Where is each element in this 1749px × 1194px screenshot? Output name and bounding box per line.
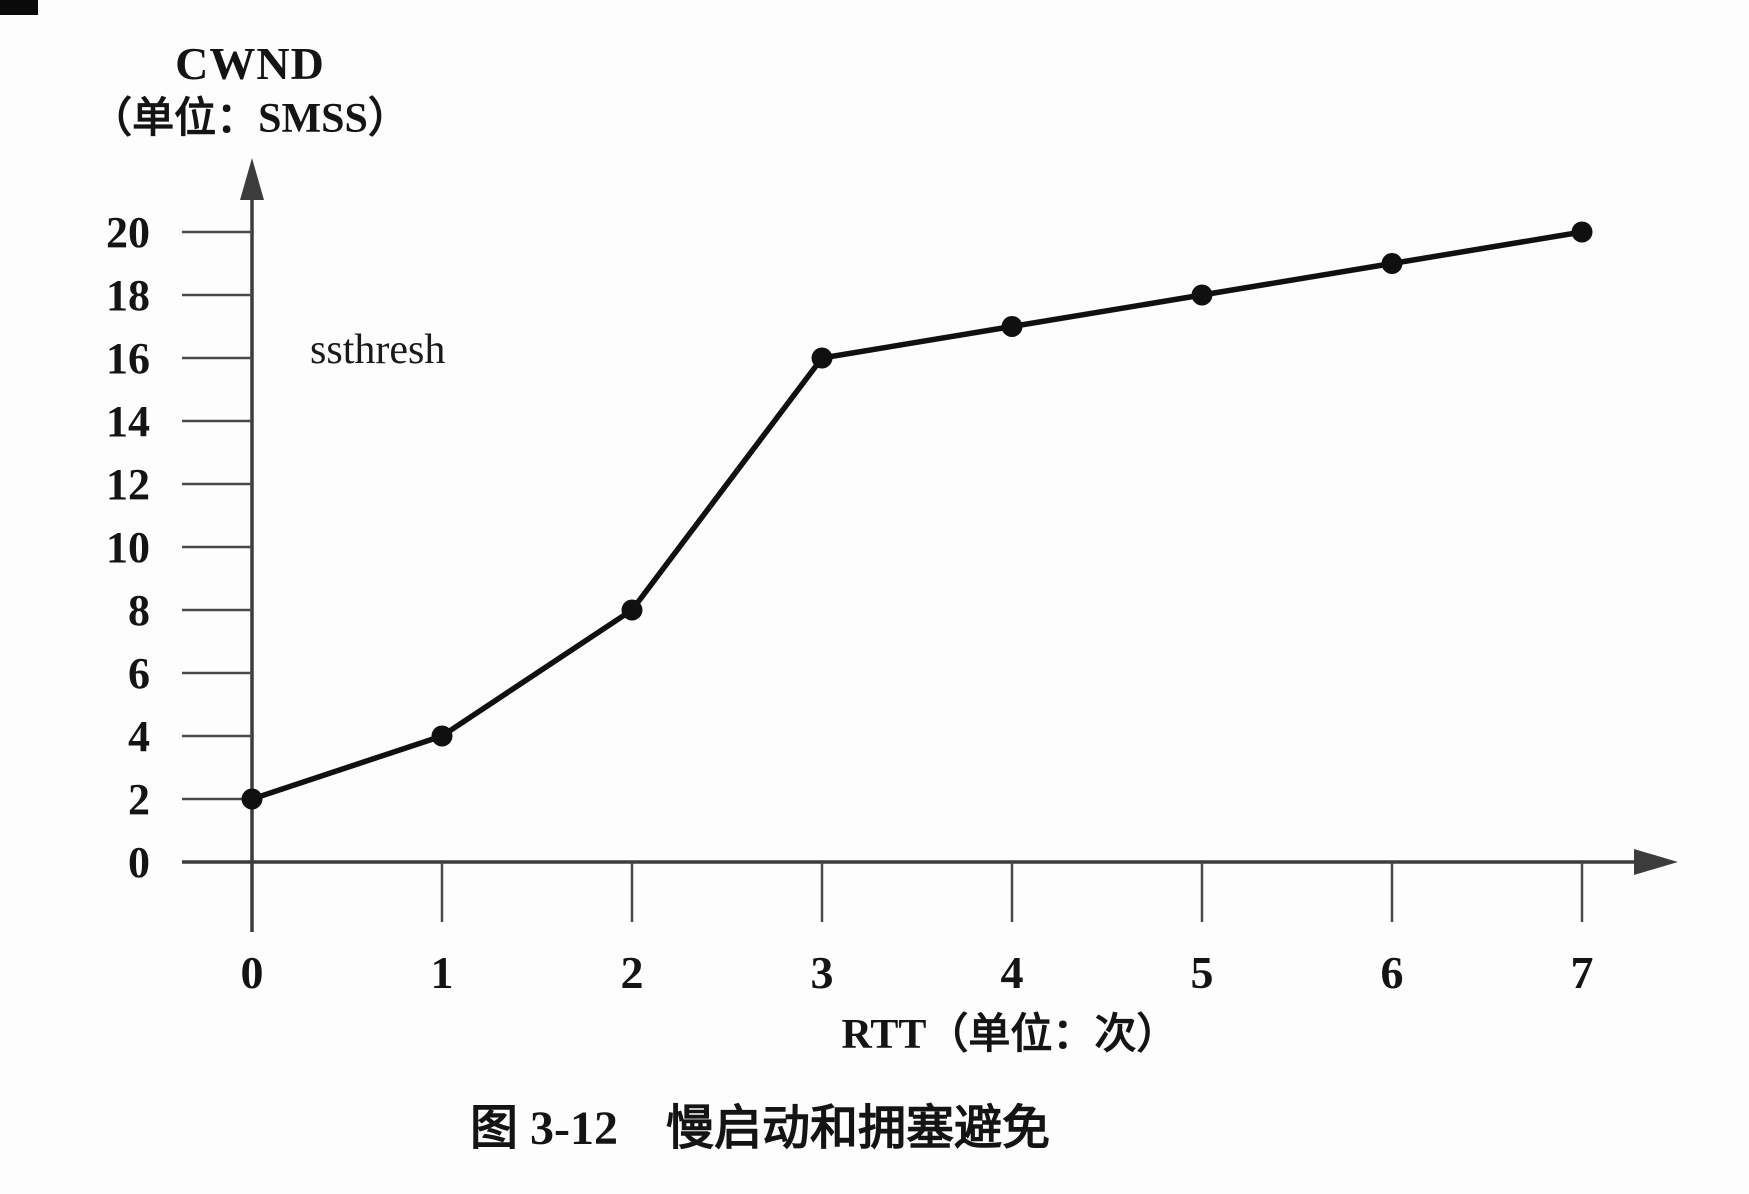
y-tick-label: 8 [128,586,150,635]
y-tick-label: 18 [106,271,150,320]
y-tick-label: 16 [106,334,150,383]
y-tick-label: 4 [128,712,150,761]
y-tick-label: 6 [128,649,150,698]
y-tick-label: 12 [106,460,150,509]
y-tick-label: 2 [128,775,150,824]
data-point [1001,316,1023,337]
x-tick-label: 1 [431,947,454,998]
y-axis-title-line2: （单位：SMSS） [90,95,410,142]
data-point [1191,284,1213,306]
x-tick-label: 7 [1571,947,1594,998]
figure-caption: 图 3-12 慢启动和拥塞避免 [470,1102,1050,1155]
data-point [811,347,833,369]
y-tick-label: 14 [106,397,150,446]
x-tick-label: 2 [621,947,644,998]
x-tick-label: 5 [1191,947,1214,998]
data-point [431,725,453,747]
x-axis-arrowhead [1634,849,1678,875]
ssthresh-annotation: ssthresh [310,327,446,373]
y-tick-label: 0 [128,838,150,887]
y-axis-title-line1: CWND [175,38,325,89]
data-point [621,599,643,621]
data-point [241,788,263,810]
scan-artifact-corner [0,0,38,15]
y-axis-title: CWND （单位：SMSS） [60,38,440,143]
x-tick-label: 3 [811,947,834,998]
y-tick-label: 20 [106,208,150,257]
y-tick-label: 10 [106,523,150,572]
cwnd-series-line [249,229,1585,802]
x-tick-label: 4 [1001,947,1024,998]
x-tick-label: 6 [1381,947,1404,998]
data-point [1381,253,1403,274]
x-tick-label: 0 [241,947,264,998]
y-axis-arrowhead [240,158,264,200]
x-axis-title: RTT（单位：次） [841,1012,1179,1058]
data-point [1571,221,1593,243]
